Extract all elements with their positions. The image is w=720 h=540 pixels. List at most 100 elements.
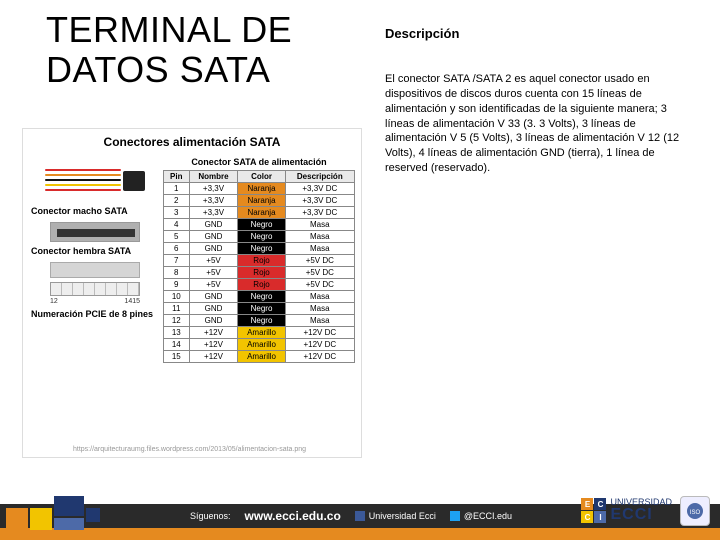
pin-cell: 9 <box>164 279 190 291</box>
ecci-cell: I <box>594 511 606 523</box>
ecci-cell: E <box>581 498 593 510</box>
footer-social-fb-label: Universidad Ecci <box>369 511 436 521</box>
female-connector-icon <box>50 262 140 278</box>
pin-col-header: Color <box>238 171 285 183</box>
pin-cell: 2 <box>164 195 190 207</box>
decor-block <box>6 508 28 530</box>
pin-cell: Rojo <box>238 255 285 267</box>
pin-cell: Naranja <box>238 183 285 195</box>
table-row: 14+12VAmarillo+12V DC <box>164 339 355 351</box>
pin-cell: 1 <box>164 183 190 195</box>
pin-cell: 13 <box>164 327 190 339</box>
pin-cell: +3,3V <box>189 183 238 195</box>
table-row: 8+5VRojo+5V DC <box>164 267 355 279</box>
diagram-title: Conectores alimentación SATA <box>23 135 361 149</box>
decor-block <box>30 508 52 530</box>
footer-logos: ECCI UNIVERSIDAD ECCI ISO <box>581 496 710 526</box>
pin-cell: +3,3V DC <box>285 183 354 195</box>
pin-cell: GND <box>189 315 238 327</box>
pin-cell: 11 <box>164 303 190 315</box>
pin-cell: Negro <box>238 231 285 243</box>
pin-cell: +3,3V <box>189 195 238 207</box>
decor-block <box>54 496 84 516</box>
pin-cell: 15 <box>164 351 190 363</box>
pin-col-header: Pin <box>164 171 190 183</box>
table-row: 7+5VRojo+5V DC <box>164 255 355 267</box>
table-row: 13+12VAmarillo+12V DC <box>164 327 355 339</box>
label-macho: Conector macho SATA <box>31 206 159 216</box>
table-row: 3+3,3VNaranja+3,3V DC <box>164 207 355 219</box>
footer: Síguenos: www.ecci.edu.co Universidad Ec… <box>0 480 720 540</box>
diagram-source-url: https://arquitecturaumg.files.wordpress.… <box>73 446 306 453</box>
pcie-num-left: 12 <box>50 298 58 305</box>
pin-table: PinNombreColorDescripción 1+3,3VNaranja+… <box>163 170 355 363</box>
footer-social-tw-label: @ECCI.edu <box>464 511 512 521</box>
table-row: 5GNDNegroMasa <box>164 231 355 243</box>
footer-social-tw: @ECCI.edu <box>450 511 512 521</box>
pin-cell: Masa <box>285 291 354 303</box>
pin-cell: 12 <box>164 315 190 327</box>
cable-wire <box>45 179 121 181</box>
pin-table-caption: Conector SATA de alimentación <box>163 157 355 167</box>
table-row: 6GNDNegroMasa <box>164 243 355 255</box>
male-connector-icon <box>50 222 140 242</box>
pin-cell: GND <box>189 231 238 243</box>
cert-badge-icon: ISO <box>680 496 710 526</box>
table-row: 12GNDNegroMasa <box>164 315 355 327</box>
pin-cell: +12V DC <box>285 339 354 351</box>
pin-cell: +3,3V DC <box>285 195 354 207</box>
pin-col-header: Nombre <box>189 171 238 183</box>
badge-text: ISO <box>690 510 701 516</box>
pin-cell: +5V DC <box>285 279 354 291</box>
sata-diagram: Conectores alimentación SATA Conector ma… <box>22 128 362 458</box>
twitter-icon <box>450 511 460 521</box>
footer-siguenos: Síguenos: <box>190 511 231 521</box>
table-row: 4GNDNegroMasa <box>164 219 355 231</box>
pin-cell: Negro <box>238 315 285 327</box>
cable-wire <box>45 169 121 171</box>
diagram-left-column: Conector macho SATA Conector hembra SATA… <box>31 157 159 325</box>
facebook-icon <box>355 511 365 521</box>
pin-cell: 3 <box>164 207 190 219</box>
pin-cell: GND <box>189 303 238 315</box>
ecci-brand: ECCI <box>610 506 652 523</box>
pcie-numbers: 12 1415 <box>50 298 140 305</box>
pin-cell: +12V DC <box>285 351 354 363</box>
pin-cell: Naranja <box>238 195 285 207</box>
pin-cell: Amarillo <box>238 327 285 339</box>
pin-cell: +3,3V <box>189 207 238 219</box>
pin-cell: Negro <box>238 219 285 231</box>
pin-cell: Negro <box>238 291 285 303</box>
table-row: 10GNDNegroMasa <box>164 291 355 303</box>
pin-cell: Masa <box>285 303 354 315</box>
page-title: TERMINAL DEDATOS SATA <box>46 10 292 89</box>
pin-cell: +12V <box>189 351 238 363</box>
cable-plug-icon <box>123 171 145 191</box>
ecci-cell: C <box>594 498 606 510</box>
cable-wire <box>45 184 121 186</box>
cable-illustration <box>45 161 145 201</box>
pin-cell: +5V DC <box>285 255 354 267</box>
pin-cell: Negro <box>238 303 285 315</box>
pin-cell: Amarillo <box>238 339 285 351</box>
pin-cell: Negro <box>238 243 285 255</box>
table-row: 9+5VRojo+5V DC <box>164 279 355 291</box>
cable-wire <box>45 189 121 191</box>
label-pcie: Numeración PCIE de 8 pines <box>31 309 159 319</box>
footer-social-fb: Universidad Ecci <box>355 511 436 521</box>
label-hembra: Conector hembra SATA <box>31 246 159 256</box>
pin-cell: +5V <box>189 267 238 279</box>
pin-cell: +12V <box>189 327 238 339</box>
table-row: 11GNDNegroMasa <box>164 303 355 315</box>
description-heading: Descripción <box>385 26 459 41</box>
table-row: 2+3,3VNaranja+3,3V DC <box>164 195 355 207</box>
pin-cell: Masa <box>285 315 354 327</box>
pin-cell: 5 <box>164 231 190 243</box>
pin-cell: GND <box>189 243 238 255</box>
pin-cell: +5V <box>189 255 238 267</box>
pin-cell: 4 <box>164 219 190 231</box>
pin-cell: +12V <box>189 339 238 351</box>
decor-block <box>54 518 84 530</box>
pin-cell: Rojo <box>238 267 285 279</box>
pcie-illustration <box>50 282 140 296</box>
